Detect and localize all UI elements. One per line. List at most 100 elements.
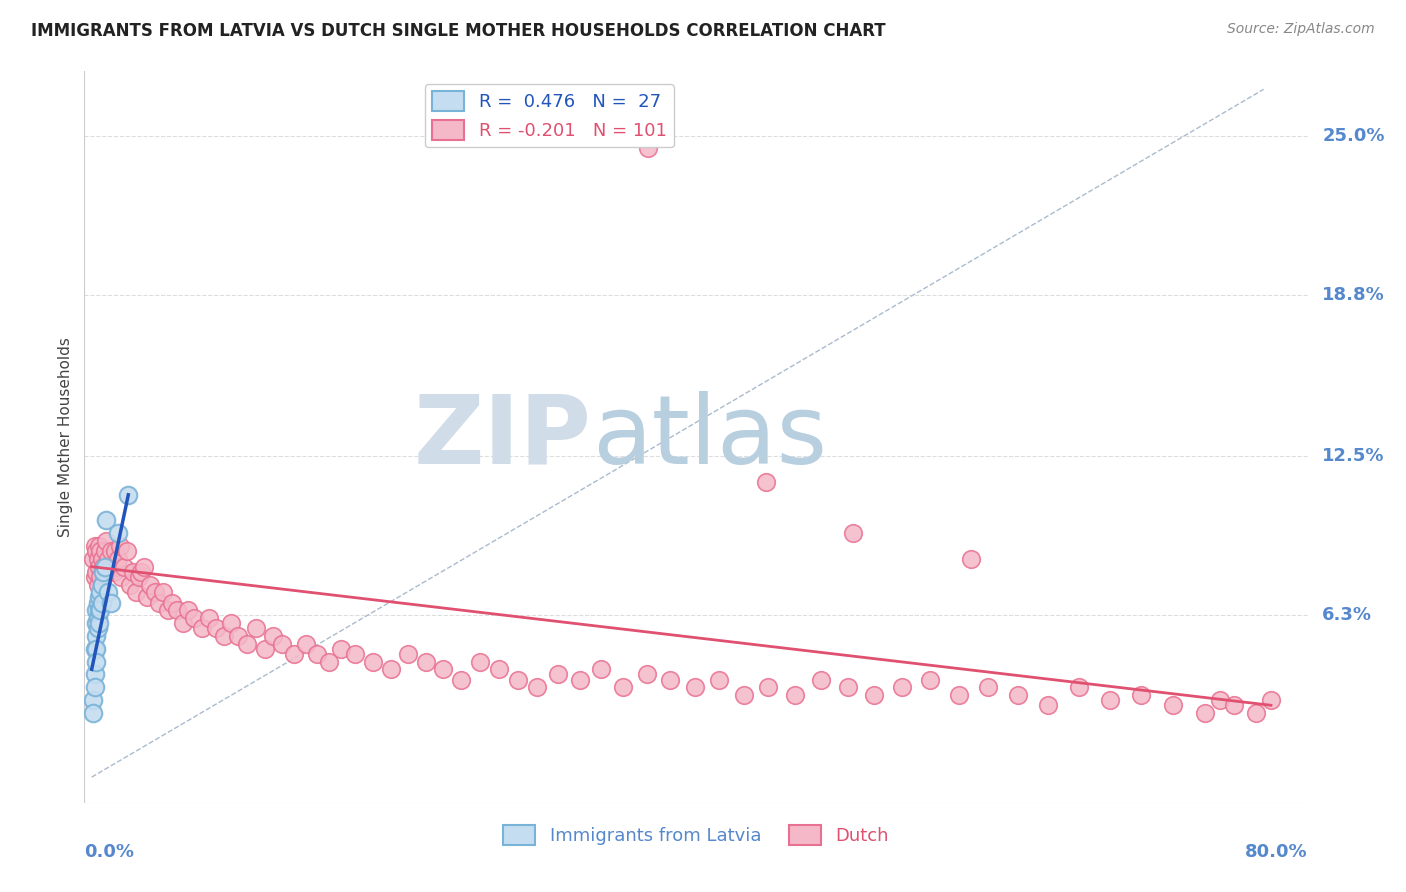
Point bbox=[152, 585, 174, 599]
Point bbox=[93, 565, 115, 579]
Point bbox=[1067, 681, 1090, 695]
Point bbox=[568, 673, 591, 687]
Text: 18.8%: 18.8% bbox=[1322, 285, 1385, 303]
Point bbox=[86, 596, 108, 610]
Point bbox=[396, 647, 419, 661]
Point bbox=[1007, 688, 1029, 702]
Point bbox=[637, 141, 659, 155]
Point bbox=[100, 544, 122, 558]
Point bbox=[107, 526, 129, 541]
Point bbox=[96, 534, 118, 549]
Point bbox=[91, 596, 114, 610]
Point bbox=[526, 681, 548, 695]
Point bbox=[148, 596, 170, 610]
Point bbox=[842, 526, 865, 541]
Point bbox=[918, 673, 941, 687]
Point bbox=[84, 544, 107, 558]
Point bbox=[89, 570, 111, 584]
Point bbox=[758, 681, 780, 695]
Point bbox=[83, 570, 105, 584]
Point bbox=[110, 570, 132, 584]
Point bbox=[84, 641, 107, 656]
Point bbox=[468, 655, 491, 669]
Legend: Immigrants from Latvia, Dutch: Immigrants from Latvia, Dutch bbox=[496, 818, 896, 852]
Point bbox=[415, 655, 437, 669]
Point bbox=[253, 641, 276, 656]
Point bbox=[166, 603, 188, 617]
Point bbox=[318, 655, 340, 669]
Point bbox=[86, 577, 108, 591]
Point bbox=[121, 565, 143, 579]
Point bbox=[97, 552, 120, 566]
Point bbox=[105, 559, 128, 574]
Point bbox=[977, 681, 1000, 695]
Point bbox=[156, 603, 179, 617]
Point bbox=[82, 552, 104, 566]
Point bbox=[91, 552, 114, 566]
Point bbox=[118, 577, 141, 591]
Point bbox=[271, 637, 294, 651]
Point bbox=[591, 662, 613, 676]
Point bbox=[93, 559, 115, 574]
Point bbox=[283, 647, 305, 661]
Point bbox=[172, 616, 194, 631]
Point bbox=[783, 688, 806, 702]
Point bbox=[959, 552, 981, 566]
Point bbox=[683, 681, 706, 695]
Point bbox=[162, 596, 184, 610]
Point bbox=[131, 565, 153, 579]
Point bbox=[82, 693, 104, 707]
Point bbox=[104, 544, 127, 558]
Point bbox=[96, 514, 118, 528]
Point bbox=[219, 616, 242, 631]
Point bbox=[1194, 706, 1216, 720]
Point bbox=[117, 488, 139, 502]
Point bbox=[103, 565, 125, 579]
Point bbox=[361, 655, 384, 669]
Point bbox=[1208, 693, 1230, 707]
Point bbox=[329, 641, 352, 656]
Point bbox=[226, 629, 249, 643]
Point bbox=[380, 662, 402, 676]
Point bbox=[262, 629, 284, 643]
Point bbox=[754, 475, 776, 489]
Point bbox=[83, 681, 105, 695]
Point bbox=[183, 611, 205, 625]
Point bbox=[307, 647, 329, 661]
Point bbox=[98, 565, 121, 579]
Point bbox=[1161, 698, 1184, 713]
Text: 0.0%: 0.0% bbox=[84, 843, 135, 861]
Point bbox=[236, 637, 259, 651]
Point bbox=[91, 577, 114, 591]
Point bbox=[89, 544, 111, 558]
Point bbox=[863, 688, 886, 702]
Point bbox=[83, 641, 105, 656]
Point bbox=[83, 539, 105, 553]
Point bbox=[636, 667, 658, 681]
Point bbox=[506, 673, 529, 687]
Point bbox=[97, 585, 120, 599]
Point bbox=[134, 559, 156, 574]
Point bbox=[837, 681, 859, 695]
Point bbox=[89, 585, 111, 599]
Text: 12.5%: 12.5% bbox=[1322, 447, 1385, 466]
Point bbox=[488, 662, 510, 676]
Point bbox=[112, 559, 135, 574]
Point bbox=[115, 544, 138, 558]
Point bbox=[659, 673, 682, 687]
Point bbox=[84, 616, 107, 631]
Point bbox=[84, 565, 107, 579]
Text: IMMIGRANTS FROM LATVIA VS DUTCH SINGLE MOTHER HOUSEHOLDS CORRELATION CHART: IMMIGRANTS FROM LATVIA VS DUTCH SINGLE M… bbox=[31, 22, 886, 40]
Point bbox=[1223, 698, 1246, 713]
Y-axis label: Single Mother Households: Single Mother Households bbox=[58, 337, 73, 537]
Point bbox=[177, 603, 200, 617]
Point bbox=[128, 570, 150, 584]
Point bbox=[136, 591, 159, 605]
Point bbox=[94, 559, 117, 574]
Point bbox=[212, 629, 235, 643]
Point bbox=[124, 585, 146, 599]
Point bbox=[91, 577, 114, 591]
Point bbox=[139, 577, 162, 591]
Text: Source: ZipAtlas.com: Source: ZipAtlas.com bbox=[1227, 22, 1375, 37]
Point bbox=[245, 621, 267, 635]
